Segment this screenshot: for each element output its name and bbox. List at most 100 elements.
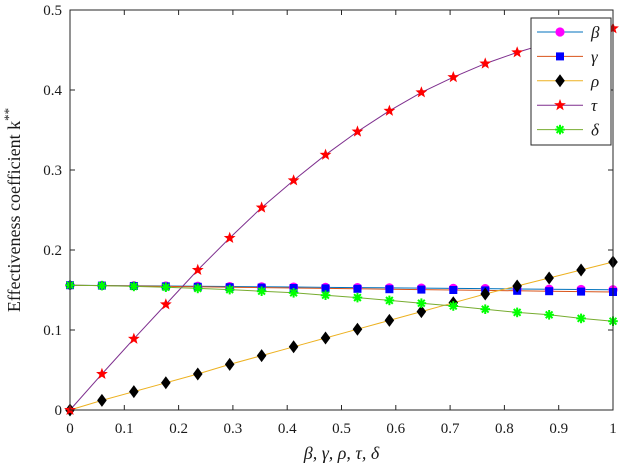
series-5-point	[256, 286, 267, 296]
x-axis-title: β, γ, ρ, τ, δ	[303, 443, 380, 463]
axes-layer: 0 0.1 0.2 0.3 0.4 0.5 0.6 0.7 0.8 0.9 1 0 0.1 0.2 0.3 0…	[43, 3, 617, 437]
series-3-point	[576, 263, 586, 277]
series-3-point	[192, 367, 203, 381]
series-2-point	[353, 284, 362, 293]
series-4-point	[96, 367, 108, 380]
series-4-point	[511, 46, 524, 58]
series-5-point	[544, 310, 554, 320]
y-tick-label: 0	[55, 403, 63, 419]
legend-swatch-marker	[554, 99, 566, 111]
series-2-line	[69, 284, 614, 293]
legend-box	[530, 17, 612, 146]
series-4-point	[255, 201, 268, 213]
series-4-point	[415, 86, 428, 98]
series-5-point-stroke	[257, 287, 266, 296]
x-tick-label: 0.4	[278, 421, 297, 437]
series-2-point	[577, 287, 586, 296]
data-layer	[64, 22, 619, 417]
y-axis-title-group: Effectiveness coefficient k**	[1, 108, 24, 312]
series-3-line	[69, 261, 614, 411]
series-5-point	[288, 288, 299, 298]
x-tick-label: 0.6	[386, 421, 405, 437]
x-tick-label: 0.3	[224, 421, 243, 437]
series-4-point	[191, 263, 204, 276]
legend-label: δ	[591, 121, 600, 140]
series-5-point	[161, 282, 171, 292]
series-4-point	[223, 231, 236, 244]
y-tick-label: 0.1	[43, 323, 62, 339]
x-tick-label: 0.2	[169, 421, 188, 437]
y-tick-label: 0.5	[43, 3, 62, 19]
series-3-point	[288, 340, 299, 354]
series-2-point	[417, 285, 426, 294]
series-5-point-stroke	[385, 296, 394, 305]
series-3-point	[416, 305, 427, 319]
x-tick-label: 0.5	[332, 421, 351, 437]
series-5-point	[192, 283, 203, 294]
series-3-point	[224, 357, 235, 371]
series-3-point	[512, 279, 522, 293]
series-4-point	[479, 57, 492, 69]
series-5-point-stroke	[449, 301, 458, 311]
x-tick-label: 1	[609, 421, 617, 437]
series-5-point	[224, 284, 235, 295]
series-2-point	[385, 285, 394, 294]
series-3-point	[129, 385, 139, 399]
series-3-point	[352, 322, 363, 336]
series-4-point	[447, 71, 460, 83]
y-axis-title-main: Effectiveness coefficient k	[4, 121, 24, 312]
series-5-point-stroke	[129, 282, 138, 291]
series-5-point-stroke	[513, 308, 522, 317]
series-5-point	[129, 281, 139, 292]
y-axis-title-superscript: **	[1, 108, 16, 121]
x-tick-label: 0.9	[549, 421, 568, 437]
legend-entry-1: β	[537, 23, 600, 42]
series-5-point	[97, 280, 107, 291]
series-2-point	[545, 287, 554, 296]
series-5-line	[69, 284, 614, 322]
x-tick-label: 0.7	[441, 421, 460, 437]
legend-entry-3: ρ	[537, 72, 599, 91]
series-3-point	[97, 393, 107, 407]
series-5-point-stroke	[353, 293, 362, 302]
series-5-point	[576, 313, 586, 324]
series-5-point-stroke	[97, 281, 107, 290]
series-5-point-stroke	[161, 283, 170, 292]
series-4-point	[319, 148, 332, 160]
series-5-point	[448, 301, 459, 311]
legend-label: β	[590, 23, 600, 42]
legend-swatch-marker	[555, 124, 565, 135]
series-5-point-stroke	[289, 288, 298, 297]
series-3-point	[384, 313, 395, 327]
series-3-point	[320, 331, 331, 345]
series-5-point	[480, 304, 491, 314]
series-4-point	[351, 125, 364, 137]
y-tick-label: 0.3	[43, 163, 62, 179]
series-3-point	[256, 349, 267, 363]
series-5-point-stroke	[193, 284, 202, 293]
y-axis-title: Effectiveness coefficient k**	[1, 108, 24, 312]
series-4-point	[127, 332, 140, 344]
legend-entry-4: τ	[537, 96, 598, 115]
series-5-point	[320, 290, 331, 300]
legend-entry-2: γ	[537, 47, 599, 66]
series-4-point	[383, 104, 396, 116]
legend-swatch-marker-stroke	[555, 125, 565, 134]
series-5-point	[416, 298, 427, 308]
legend-label: ρ	[590, 72, 599, 91]
series-5-point-stroke	[481, 305, 490, 314]
series-5-point-stroke	[225, 285, 234, 294]
series-5-point	[512, 307, 522, 318]
series-5-point-stroke	[321, 291, 330, 300]
series-5-point	[384, 295, 395, 306]
legend-swatch-marker	[555, 27, 565, 37]
series-4-point	[287, 174, 300, 186]
series-3-point	[161, 376, 171, 390]
series-5-point-stroke	[417, 299, 426, 308]
series-2-point	[321, 284, 330, 293]
y-tick-label: 0.4	[43, 83, 62, 99]
series-3-point	[480, 287, 491, 301]
x-tick-label: 0	[66, 421, 74, 437]
